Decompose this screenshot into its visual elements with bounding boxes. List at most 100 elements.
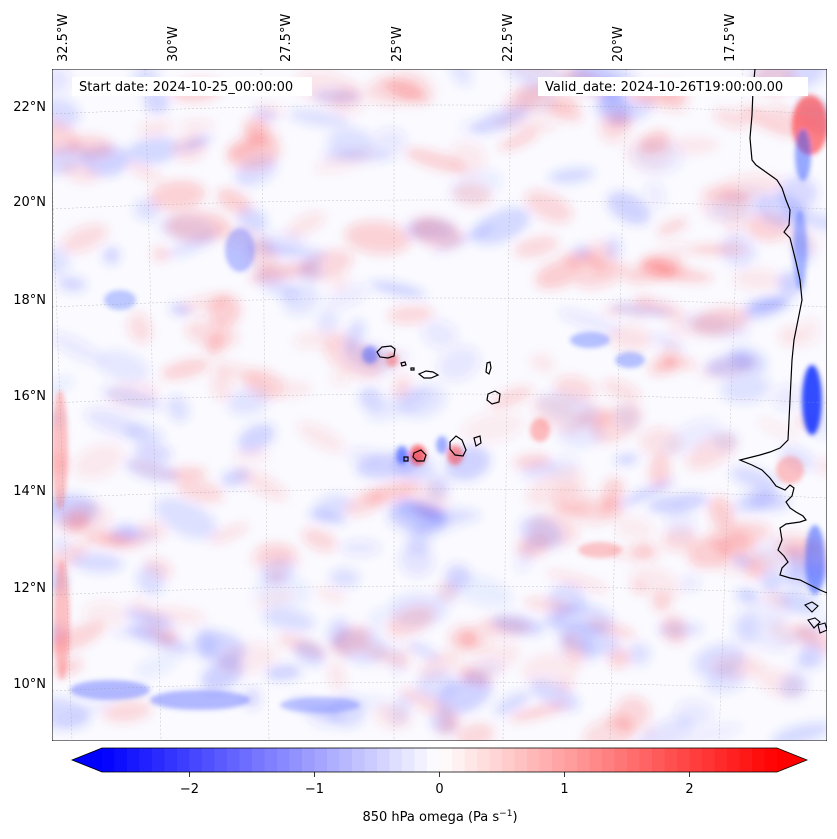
- omega-cell: [179, 119, 215, 132]
- lat-label-3: 18°N: [13, 293, 46, 308]
- omega-cell: [127, 136, 180, 165]
- island-santo-antao: [376, 345, 396, 359]
- colorbar-cell: [652, 748, 666, 772]
- colorbar-cell: [314, 748, 328, 772]
- omega-cell: [102, 700, 152, 723]
- colorbar-cell: [327, 748, 341, 772]
- colorbar-tick-label: 2: [685, 782, 693, 797]
- colorbar-tick-label: 0: [435, 782, 443, 797]
- lat-label-2: 20°N: [13, 195, 46, 210]
- colorbar-cell: [539, 748, 553, 772]
- omega-cell: [432, 225, 494, 253]
- omega-cell: [640, 256, 674, 280]
- omega-cell: [516, 541, 535, 573]
- omega-cell: [346, 447, 384, 465]
- omega-cell: [52, 500, 98, 512]
- omega-cell: [254, 575, 311, 608]
- omega-cell: [359, 643, 411, 668]
- omega-cell: [55, 699, 115, 726]
- omega-cell: [645, 180, 666, 209]
- omega-cell: [259, 379, 313, 399]
- omega-cell: [329, 568, 360, 588]
- graticule: [52, 69, 827, 741]
- omega-cell: [626, 642, 651, 666]
- omega-cell: [228, 131, 280, 159]
- island-boa-vista: [486, 390, 501, 405]
- omega-cell: [608, 325, 653, 351]
- omega-cell-strong: [795, 129, 811, 181]
- omega-cell: [360, 388, 378, 409]
- omega-cell: [344, 489, 387, 517]
- colorbar-cell: [177, 748, 191, 772]
- omega-cell-strong: [570, 332, 610, 348]
- omega-cell: [448, 141, 487, 175]
- omega-cell: [633, 716, 694, 741]
- omega-cell: [302, 527, 337, 552]
- colorbar-cell: [689, 748, 703, 772]
- colorbar-cell: [452, 748, 466, 772]
- lon-label-5: 22.5°W: [501, 14, 516, 62]
- omega-cell: [52, 246, 70, 277]
- omega-cell: [436, 718, 460, 735]
- omega-cell: [556, 603, 614, 636]
- omega-cell: [730, 466, 779, 491]
- omega-cell: [58, 276, 87, 292]
- omega-cell: [411, 482, 449, 516]
- omega-cell: [265, 664, 302, 681]
- omega-cell: [578, 635, 596, 662]
- omega-cell: [704, 670, 746, 693]
- omega-cell: [52, 536, 71, 554]
- omega-cell: [400, 687, 461, 723]
- colorbar-tick-label: −1: [305, 782, 324, 797]
- omega-cell: [399, 544, 434, 577]
- colorbar-cell: [627, 748, 641, 772]
- colorbar-tick-label: 1: [560, 782, 568, 797]
- colorbar-cell: [764, 748, 778, 772]
- omega-cell: [456, 722, 495, 741]
- omega-cell: [472, 106, 530, 134]
- colorbar-cell: [377, 748, 391, 772]
- omega-cell: [529, 678, 580, 711]
- omega-cell: [69, 135, 114, 159]
- parallel-line: [52, 681, 827, 692]
- colorbar-cell: [239, 748, 253, 772]
- omega-cell: [649, 454, 673, 487]
- omega-cell-strong: [802, 365, 822, 435]
- omega-cell: [339, 539, 381, 556]
- omega-cell: [631, 566, 682, 599]
- colorbar-cell: [202, 748, 216, 772]
- omega-cell: [297, 422, 345, 453]
- omega-cell-strong: [225, 228, 255, 272]
- omega-cell: [209, 294, 241, 328]
- colorbar-cell: [614, 748, 628, 772]
- omega-cell: [682, 723, 742, 741]
- omega-cell-strong: [530, 418, 550, 442]
- lat-label-4: 16°N: [13, 389, 46, 404]
- omega-cell: [793, 624, 827, 656]
- omega-cell: [344, 220, 412, 255]
- omega-cell: [772, 722, 827, 741]
- parallel-line: [52, 199, 827, 210]
- omega-cell: [546, 570, 609, 593]
- omega-cell: [686, 433, 738, 470]
- island-santiago: [449, 435, 467, 457]
- omega-cell: [316, 310, 339, 334]
- omega-cell: [708, 496, 734, 529]
- colorbar-cell: [714, 748, 728, 772]
- omega-cell-strong: [386, 353, 398, 367]
- omega-cell: [293, 329, 349, 349]
- omega-cell: [151, 246, 170, 262]
- omega-cell: [697, 357, 757, 379]
- lat-label-1: 22°N: [13, 100, 46, 115]
- omega-cell-strong: [776, 456, 804, 484]
- colorbar-cell: [727, 748, 741, 772]
- omega-cell: [170, 303, 191, 316]
- colorbar-cell: [389, 748, 403, 772]
- omega-cell: [374, 704, 412, 730]
- omega-cell: [57, 508, 90, 535]
- omega-cell: [367, 388, 430, 421]
- omega-cell: [679, 575, 701, 592]
- omega-cell: [601, 379, 642, 402]
- omega-cell: [84, 533, 145, 548]
- omega-cell: [135, 652, 180, 679]
